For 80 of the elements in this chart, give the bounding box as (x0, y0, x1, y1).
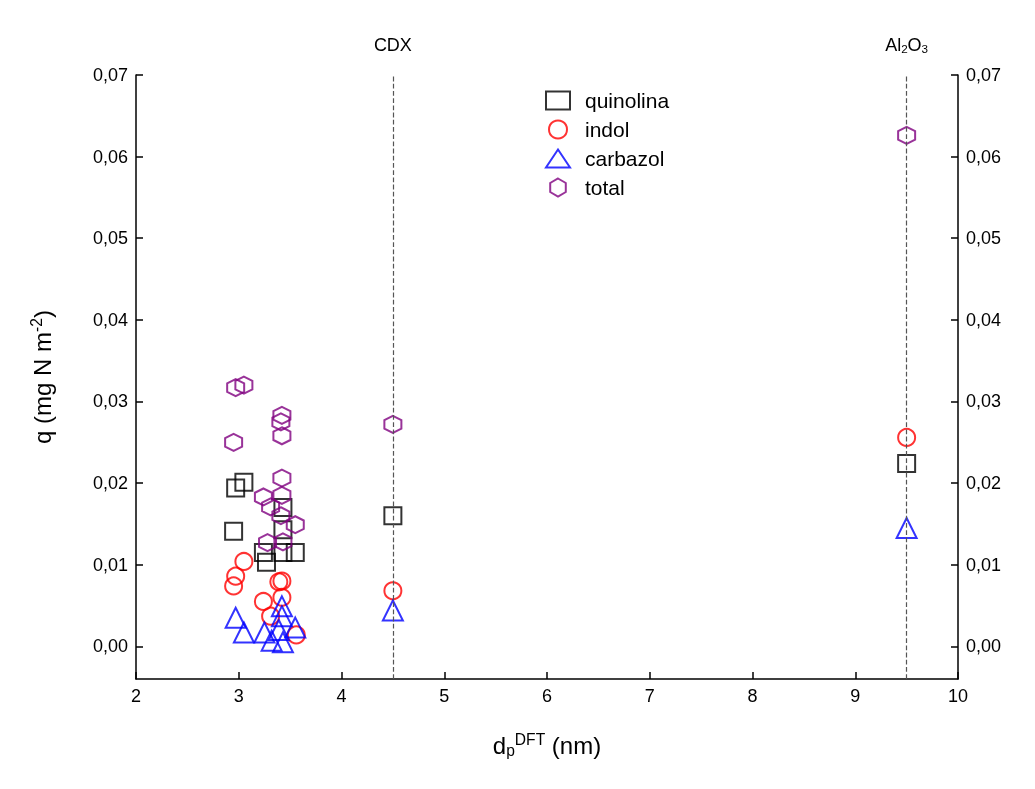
point (272, 468, 292, 488)
ref-line-label: Al2O3 (885, 35, 929, 56)
point (253, 591, 273, 611)
point (271, 412, 291, 432)
point (271, 631, 294, 654)
x-axis-title: dpDFT (nm) (492, 731, 602, 759)
point (383, 414, 403, 434)
y-tick-label: 0,04 (92, 309, 128, 330)
x-tick-label: 4 (336, 686, 347, 706)
y-tick-label: 0,07 (92, 65, 128, 85)
x-tick-label: 6 (541, 686, 553, 706)
y-tick-label: 0,03 (92, 391, 128, 412)
point (234, 375, 254, 395)
y2-tick-label: 0,05 (966, 228, 1002, 249)
point (271, 506, 291, 526)
y2-tick-label: 0,02 (966, 473, 1002, 494)
point (272, 587, 292, 607)
point (224, 432, 244, 452)
x-tick-label: 7 (644, 686, 655, 706)
point (224, 576, 244, 596)
legend-label: quinolina (585, 89, 670, 112)
point (226, 378, 246, 398)
x-tick-label: 8 (747, 686, 758, 706)
point (256, 552, 276, 572)
point (234, 472, 254, 492)
y2-tick-label: 0,06 (966, 146, 1002, 167)
point (895, 517, 918, 539)
point (260, 629, 283, 652)
y-tick-label: 0,06 (92, 146, 128, 167)
point (267, 619, 290, 642)
point (383, 581, 403, 601)
point (272, 405, 292, 425)
legend-label: indol (585, 118, 630, 141)
point (258, 533, 278, 553)
point (253, 487, 273, 507)
point (224, 606, 247, 629)
y-tick-label: 0,01 (92, 554, 128, 575)
point (253, 621, 276, 644)
point (273, 532, 293, 552)
point (270, 595, 293, 618)
point (383, 506, 403, 526)
point (273, 542, 293, 562)
point (273, 498, 293, 518)
point (285, 542, 305, 562)
ref-line-label: CDX (373, 35, 412, 55)
x-tick-label: 3 (233, 686, 244, 706)
point (261, 497, 281, 517)
y-tick-label: 0,00 (92, 636, 128, 657)
point (284, 616, 307, 639)
y-axis-title: q (mg N m-2) (28, 310, 56, 444)
point (897, 454, 917, 474)
point (232, 621, 255, 644)
y-tick-label: 0,02 (92, 473, 128, 494)
point (897, 125, 917, 145)
point (897, 427, 917, 447)
point (273, 520, 293, 540)
y2-tick-label: 0,07 (966, 65, 1002, 85)
x-tick-label: 5 (439, 686, 450, 706)
y2-tick-label: 0,00 (966, 636, 1002, 657)
x-tick-label: 2 (130, 686, 142, 706)
point (270, 605, 293, 628)
y-tick-label: 0,05 (92, 228, 128, 249)
point (226, 478, 246, 498)
legend-label: total (585, 176, 625, 199)
y2-tick-label: 0,03 (966, 391, 1002, 412)
point (224, 521, 244, 541)
x-tick-label: 10 (947, 686, 969, 706)
point (234, 551, 254, 571)
point (272, 426, 292, 446)
point (261, 606, 281, 626)
point (381, 599, 404, 622)
y2-tick-label: 0,04 (966, 309, 1002, 330)
y2-tick-label: 0,01 (966, 554, 1002, 575)
legend-label: carbazol (585, 147, 665, 170)
point (253, 542, 273, 562)
point (272, 485, 292, 505)
point (285, 515, 305, 535)
point (226, 566, 246, 586)
point (286, 625, 306, 645)
x-tick-label: 9 (850, 686, 861, 706)
